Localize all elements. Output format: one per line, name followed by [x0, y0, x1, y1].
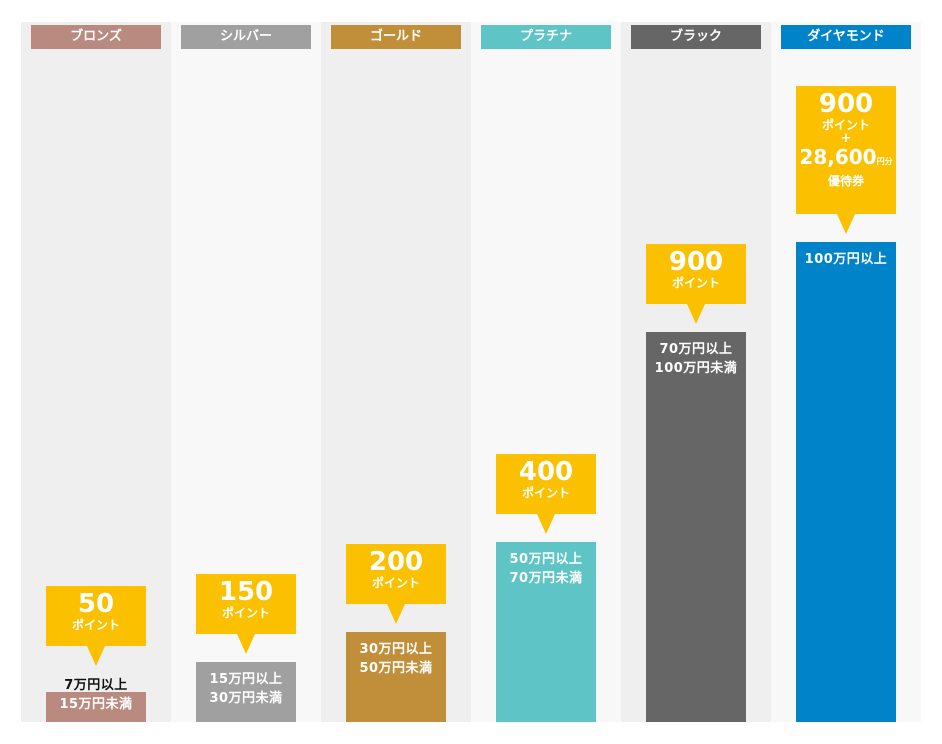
tier-bar	[196, 662, 296, 722]
voucher-amount-value: 28,600	[799, 145, 877, 169]
tier-range-label: 15万円未満	[59, 697, 133, 712]
tier-header: ダイヤモンド	[781, 25, 911, 49]
reward-points-unit: ポイント	[521, 486, 570, 500]
reward-points: 150	[218, 577, 274, 607]
tier-range-label: 7万円以上	[64, 678, 128, 693]
tier-range-label: 100万円以上	[804, 252, 888, 267]
tier-range-label: 100万円未満	[654, 361, 738, 376]
reward-points-unit: ポイント	[71, 618, 120, 632]
reward-points-unit: ポイント	[821, 118, 870, 132]
tier-bar	[796, 242, 896, 722]
voucher-amount-unit: 円分	[876, 157, 893, 166]
voucher-amount: 28,600円分	[796, 146, 896, 173]
reward-points: 900	[668, 247, 724, 277]
tier-range-label: 15万円以上	[209, 672, 283, 687]
reward-points: 50	[77, 589, 115, 619]
reward-callout: 900 ポイント +28,600円分 優待券	[796, 86, 896, 234]
reward-callout: 50 ポイント	[46, 586, 146, 666]
tier-range-label: 50万円以上	[509, 552, 583, 567]
tier-header: ブラック	[631, 25, 761, 49]
tier-header: ゴールド	[331, 25, 461, 49]
tier-range-label: 30万円以上	[359, 642, 433, 657]
tier-bar	[496, 542, 596, 722]
tier-bar	[46, 692, 146, 722]
tier-bar	[646, 332, 746, 722]
reward-callout: 150 ポイント	[196, 574, 296, 654]
tier-range-label: 70万円以上	[659, 342, 733, 357]
reward-points-unit: ポイント	[371, 576, 420, 590]
reward-callout: 900 ポイント	[646, 244, 746, 324]
tier-range-label: 50万円未満	[359, 661, 433, 676]
tier-range-label: 70万円未満	[509, 571, 583, 586]
voucher-label: 優待券	[827, 174, 864, 188]
reward-callout: 200 ポイント	[346, 544, 446, 624]
reward-callout: 400 ポイント	[496, 454, 596, 534]
reward-points-unit: ポイント	[221, 606, 270, 620]
tier-range-label: 30万円未満	[209, 691, 283, 706]
reward-plus: +	[840, 131, 852, 146]
reward-points: 900	[818, 89, 874, 119]
tier-header: プラチナ	[481, 25, 611, 49]
reward-points: 200	[368, 547, 424, 577]
tier-header: シルバー	[181, 25, 311, 49]
reward-points: 400	[518, 457, 574, 487]
tier-bar	[346, 632, 446, 722]
tier-header: ブロンズ	[31, 25, 161, 49]
reward-points-unit: ポイント	[671, 276, 720, 290]
